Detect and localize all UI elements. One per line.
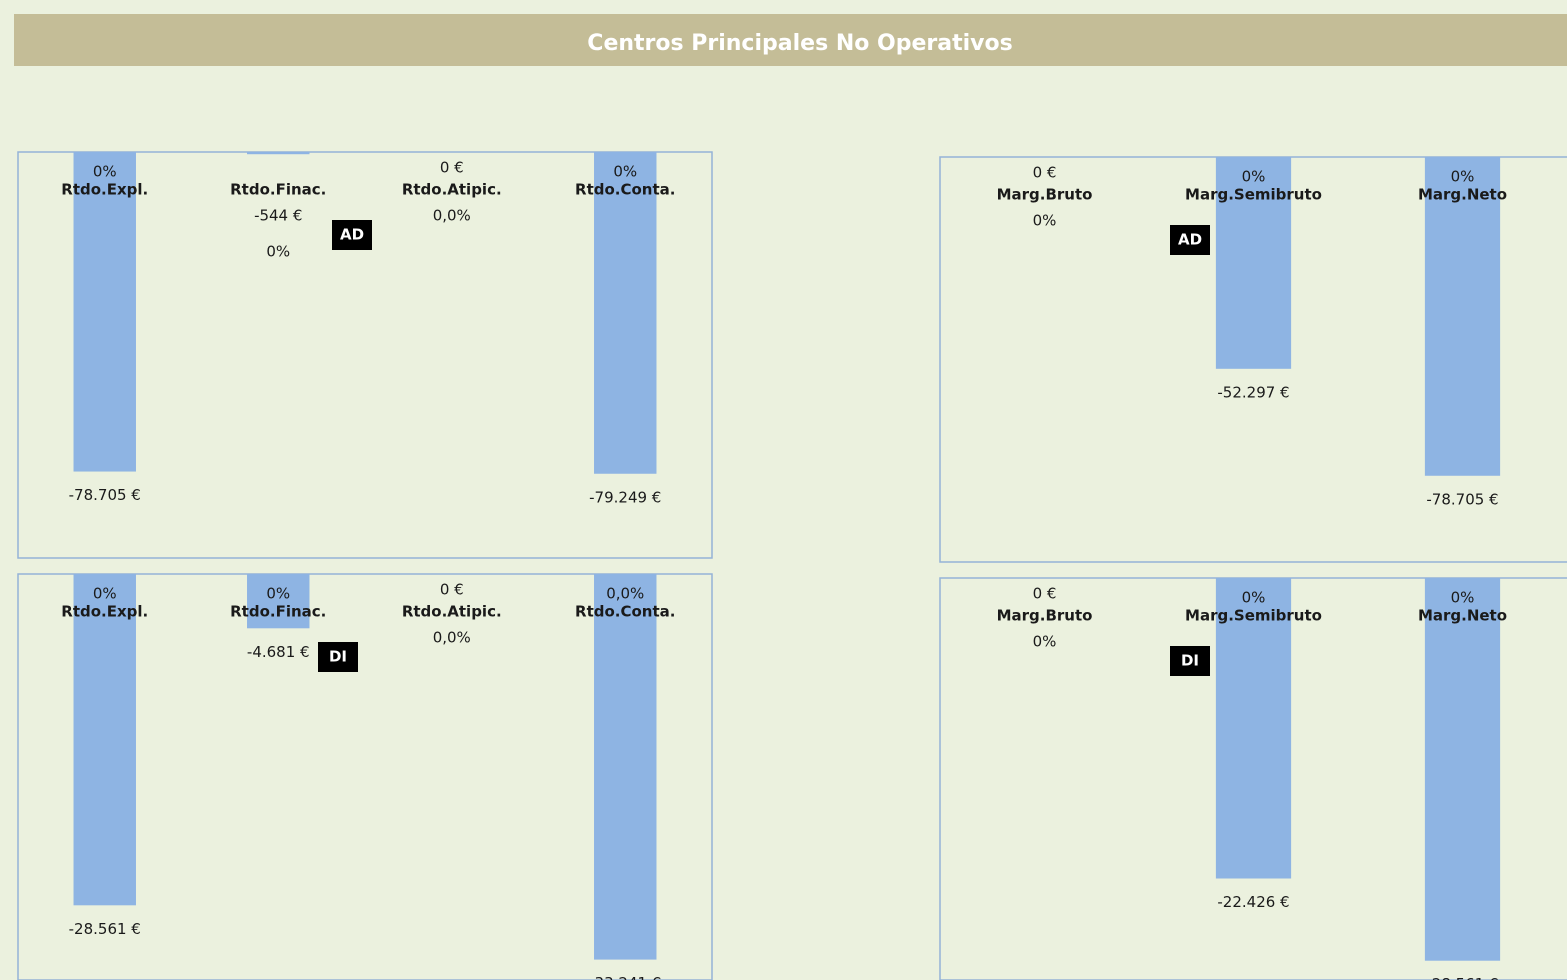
percent-label: 0% xyxy=(1451,589,1475,607)
category-label: Marg.Neto xyxy=(1418,607,1507,625)
badge-box xyxy=(1170,646,1210,676)
badge-box xyxy=(318,642,358,672)
category-label: Marg.Semibruto xyxy=(1185,607,1322,625)
value-label: 0 € xyxy=(440,159,464,177)
percent-label: 0% xyxy=(266,243,290,261)
bar xyxy=(594,574,657,960)
percent-label: 0,0% xyxy=(433,629,471,647)
percent-label: 0% xyxy=(1242,589,1266,607)
badge: DI xyxy=(329,648,347,666)
badge-box xyxy=(1170,225,1210,255)
bar xyxy=(594,152,657,474)
value-label: -22.426 € xyxy=(1217,893,1289,911)
category-label: Rtdo.Expl. xyxy=(61,181,148,199)
percent-label: 0% xyxy=(1242,168,1266,186)
percent-label: 0,0% xyxy=(606,585,644,603)
bar xyxy=(1424,578,1501,961)
header-bar xyxy=(14,14,1567,66)
category-label: Rtdo.Conta. xyxy=(575,603,675,621)
percent-label: 0% xyxy=(1451,168,1475,186)
percent-label: 0% xyxy=(93,163,117,181)
percent-label: 0,0% xyxy=(433,207,471,225)
bar xyxy=(1424,157,1501,476)
badge-box xyxy=(332,220,372,250)
category-label: Marg.Semibruto xyxy=(1185,186,1322,204)
value-label: -78.705 € xyxy=(69,486,141,504)
category-label: Rtdo.Finac. xyxy=(230,181,326,199)
value-label: 0 € xyxy=(1033,164,1057,182)
value-label: -79.249 € xyxy=(589,488,661,506)
value-label: -28.561 € xyxy=(69,920,141,938)
chart-frame xyxy=(17,573,713,980)
badge: DI xyxy=(1181,652,1199,670)
category-label: Rtdo.Conta. xyxy=(575,181,675,199)
percent-label: 0% xyxy=(266,585,290,603)
percent-label: 0% xyxy=(1033,633,1057,651)
bar xyxy=(247,152,310,155)
value-label: -52.297 € xyxy=(1217,383,1289,401)
bar xyxy=(247,574,310,629)
category-label: Rtdo.Atipic. xyxy=(402,181,502,199)
value-label: -33.241 € xyxy=(589,974,661,980)
value-label: -4.681 € xyxy=(247,643,310,661)
value-label: 0 € xyxy=(440,581,464,599)
category-label: Rtdo.Finac. xyxy=(230,603,326,621)
badge: AD xyxy=(1178,231,1202,249)
bar xyxy=(1215,578,1292,879)
value-label: 0 € xyxy=(1033,585,1057,603)
percent-label: 0% xyxy=(613,163,637,181)
category-label: Rtdo.Expl. xyxy=(61,603,148,621)
value-label: -544 € xyxy=(254,207,302,225)
value-label: -78.705 € xyxy=(1426,490,1498,508)
badge: AD xyxy=(340,226,364,244)
percent-label: 0% xyxy=(93,585,117,603)
category-label: Marg.Bruto xyxy=(997,186,1093,204)
header-title: Centros Principales No Operativos xyxy=(587,31,1012,56)
value-label: -28.561 € xyxy=(1426,975,1498,980)
bar xyxy=(73,152,136,472)
bar xyxy=(73,574,136,906)
category-label: Marg.Bruto xyxy=(997,607,1093,625)
category-label: Marg.Neto xyxy=(1418,186,1507,204)
category-label: Rtdo.Atipic. xyxy=(402,603,502,621)
bar xyxy=(1215,157,1292,369)
chart-frame xyxy=(17,151,713,559)
percent-label: 0% xyxy=(1033,212,1057,230)
